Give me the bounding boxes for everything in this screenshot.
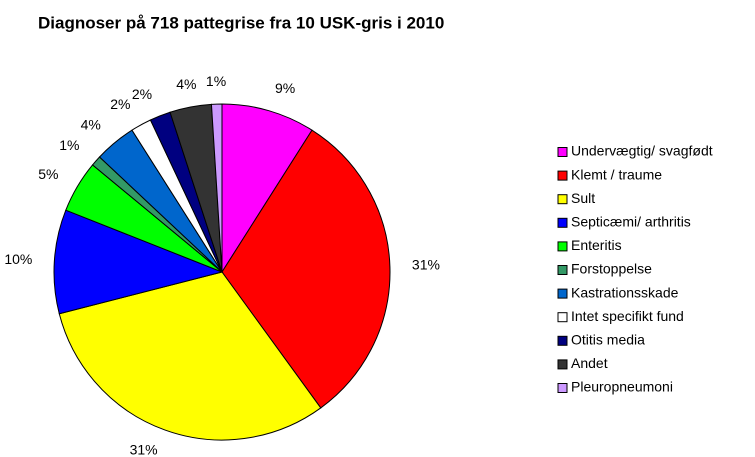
legend-swatch — [557, 147, 568, 157]
data-label: 4% — [176, 76, 196, 92]
data-label: 2% — [110, 96, 130, 112]
pie-slice — [210, 103, 223, 273]
legend-label: Intet specifikt fund — [571, 308, 684, 324]
data-label: 5% — [38, 166, 58, 182]
pie-slice — [58, 271, 322, 441]
data-label: 10% — [4, 251, 32, 267]
legend-label: Sult — [571, 190, 595, 206]
legend-swatch — [557, 312, 568, 323]
pie-slice — [221, 103, 313, 274]
data-label: 2% — [132, 86, 152, 102]
legend-swatch — [557, 383, 568, 393]
data-label: 1% — [206, 73, 226, 89]
data-label: 31% — [412, 257, 440, 273]
data-label: 4% — [81, 116, 101, 132]
legend-swatch — [557, 194, 568, 205]
legend-label: Kastrationsskade — [571, 284, 679, 300]
pie-slice — [53, 209, 224, 315]
legend-swatch — [557, 335, 568, 346]
pie-slice — [221, 129, 391, 409]
data-label: 1% — [59, 137, 79, 153]
legend-label: Undervægtig/ svagfødt — [571, 143, 713, 159]
legend-swatch — [557, 170, 568, 181]
legend-label: Forstoppelse — [571, 261, 652, 277]
data-label: 9% — [275, 80, 295, 96]
legend-swatch — [557, 265, 568, 275]
legend-label: Klemt / traume — [571, 166, 662, 182]
legend-label: Septicæmi/ arthritis — [571, 214, 691, 230]
chart-title: Diagnoser på 718 pattegrise fra 10 USK-g… — [38, 13, 444, 32]
legend-label: Andet — [571, 355, 608, 371]
legend-swatch — [557, 241, 568, 252]
legend-label: Otitis media — [571, 332, 645, 348]
legend-swatch — [557, 359, 568, 370]
legend-swatch — [557, 288, 568, 299]
data-label: 31% — [130, 441, 158, 457]
legend-swatch — [557, 217, 568, 228]
legend-label: Enteritis — [571, 237, 622, 253]
legend-label: Pleuropneumoni — [571, 379, 673, 395]
